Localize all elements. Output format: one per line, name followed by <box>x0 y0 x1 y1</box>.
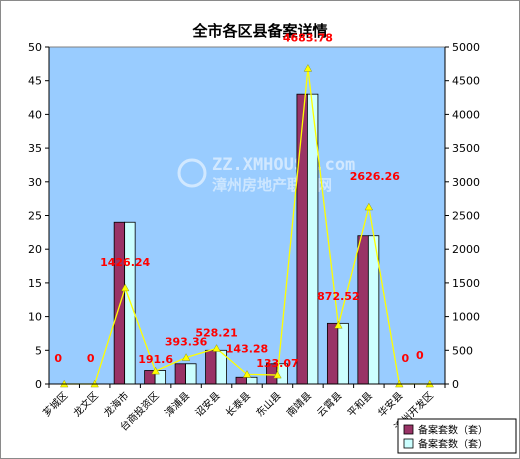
tick-label-right-4500: 4500 <box>452 75 480 88</box>
line-point-5 <box>212 344 221 352</box>
tick-label-right-5000: 5000 <box>452 41 480 54</box>
tick-label-left-20: 20 <box>28 243 42 256</box>
legend-label-1: 备案套数（套） <box>418 424 488 437</box>
tick-label-left-5: 5 <box>35 344 42 357</box>
category-label-8: 南靖县 <box>284 389 314 419</box>
tick-label-right-3000: 3000 <box>452 176 480 189</box>
line-point-9 <box>334 320 343 329</box>
chart-title: 全市各区县备案详情 <box>191 22 327 40</box>
bar-2-4 <box>185 363 197 385</box>
legend-box <box>397 418 517 454</box>
bar-1-2 <box>113 221 126 385</box>
category-label-2: 龙海市 <box>101 389 131 419</box>
line-point-6 <box>242 370 252 378</box>
data-label-6: 143.28 <box>226 342 268 355</box>
data-label-5: 528.21 <box>195 326 237 339</box>
tick-label-right-4000: 4000 <box>452 108 480 121</box>
tick-label-left-50: 50 <box>28 41 42 54</box>
legend-swatch-2 <box>403 438 414 449</box>
data-label-7: 133.07 <box>256 357 298 370</box>
data-label-11: 0 <box>401 352 409 365</box>
line-point-4 <box>181 353 191 361</box>
line-point-7 <box>273 370 282 379</box>
data-label-12: 0 <box>416 349 424 362</box>
tick-label-right-1500: 1500 <box>452 277 480 290</box>
data-label-4: 393.36 <box>165 335 208 348</box>
bar-2-9 <box>337 322 349 385</box>
tick-label-left-40: 40 <box>28 108 42 121</box>
tick-label-right-1000: 1000 <box>452 311 480 324</box>
category-label-1: 龙文区 <box>70 389 100 419</box>
data-label-2: 1426.24 <box>100 256 150 269</box>
tick-label-right-3500: 3500 <box>452 142 480 155</box>
bar-2-2 <box>124 221 136 385</box>
data-label-8: 4683.78 <box>283 31 333 44</box>
watermark-logo <box>177 158 207 188</box>
bar-1-4 <box>174 363 186 385</box>
watermark-line1: ZZ.XMHOUSE.com <box>212 155 355 175</box>
tick-label-left-45: 45 <box>28 75 42 88</box>
tick-label-left-0: 0 <box>35 378 42 391</box>
data-label-3: 191.6 <box>138 353 173 366</box>
tick-label-left-35: 35 <box>28 142 42 155</box>
category-label-11: 华安县 <box>375 389 405 419</box>
bar-1-8 <box>296 93 308 385</box>
legend-swatch-1 <box>403 424 414 435</box>
category-label-7: 东山县 <box>253 389 283 419</box>
bar-2-6 <box>246 376 258 385</box>
data-label-0: 0 <box>54 352 62 365</box>
bar-1-9 <box>326 322 339 385</box>
legend-label-2: 备案套数（套） <box>418 438 488 451</box>
line-point-8 <box>303 64 313 72</box>
tick-label-left-25: 25 <box>28 210 42 223</box>
tick-label-left-10: 10 <box>28 311 42 324</box>
category-label-9: 云霄县 <box>315 390 345 420</box>
tick-label-left-15: 15 <box>28 277 42 290</box>
tick-label-right-2000: 2000 <box>452 243 480 256</box>
tick-label-right-500: 500 <box>452 344 473 357</box>
line-point-10 <box>364 202 373 211</box>
line-point-2 <box>121 283 130 292</box>
category-label-6: 长泰县 <box>223 389 253 419</box>
data-label-1: 0 <box>87 352 95 365</box>
data-label-10: 2626.26 <box>350 170 400 183</box>
legend: 备案套数（套）备案套数（套） <box>397 418 517 454</box>
tick-label-right-2500: 2500 <box>452 210 480 223</box>
line-point-3 <box>151 366 160 375</box>
category-label-10: 平和县 <box>345 390 375 420</box>
bar-1-6 <box>235 376 247 385</box>
bar-1-5 <box>205 349 217 385</box>
category-label-4: 漳浦县 <box>162 389 192 419</box>
category-label-0: 芗城区 <box>40 389 70 419</box>
data-label-9: 872.52 <box>317 290 359 303</box>
category-label-5: 诏安县 <box>192 389 222 419</box>
tick-label-right-0: 0 <box>452 378 459 391</box>
bar-1-10 <box>357 235 369 385</box>
plot-area <box>48 46 446 385</box>
tick-label-left-30: 30 <box>28 176 42 189</box>
